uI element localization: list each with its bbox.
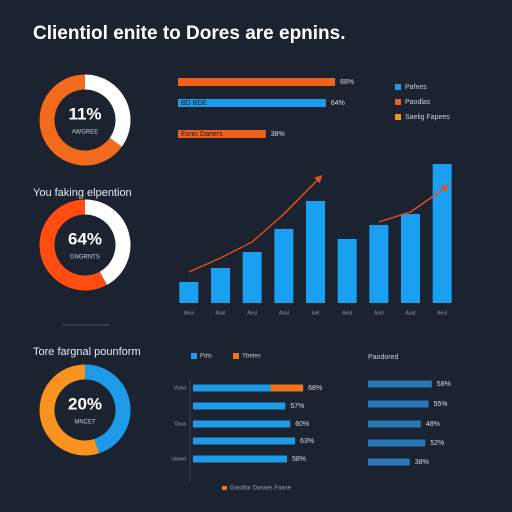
donut-segment (84, 364, 131, 454)
category-label: Vocid (174, 385, 186, 391)
value-label: 63% (300, 438, 314, 445)
x-tick-label: Aeul (247, 310, 257, 316)
donut-center-label: 64% (68, 229, 102, 248)
legend-swatch (395, 114, 401, 120)
trend-arrow (410, 184, 450, 213)
donut-center-sublabel: MNCET (74, 420, 96, 426)
value-label: 60% (295, 421, 309, 428)
x-tick-label: Aual (405, 310, 415, 316)
x-tick-label: Aoal (279, 310, 289, 316)
legend-swatch (233, 353, 239, 359)
legend-label: Ybetes (242, 354, 261, 360)
bar (401, 214, 420, 303)
bar (306, 201, 325, 303)
value-label: 38% (415, 459, 429, 466)
legend-swatch (395, 99, 401, 105)
value-label: 68% (308, 385, 322, 392)
bar (274, 229, 294, 303)
page-title: Clientiol enite to Dores are epnins. (33, 23, 346, 44)
value-label: 58% (437, 381, 451, 388)
bar (368, 420, 421, 428)
x-tick-label: Aeul (184, 310, 194, 316)
bar (193, 420, 291, 428)
bar (368, 400, 429, 408)
bar (211, 268, 230, 303)
section-heading: Tore fargnal pounform (33, 346, 141, 358)
donut-segment (84, 199, 131, 285)
axis-label-swatch (222, 486, 227, 490)
donut-center-label: 11% (68, 104, 101, 123)
bar (178, 78, 336, 86)
donut-segment (39, 74, 122, 166)
trend-arrow (283, 174, 323, 215)
category-label: Uaoed (171, 456, 186, 462)
legend-label: Pafnes (405, 84, 427, 91)
x-tick-label: luel (312, 310, 320, 316)
value-label: 38% (271, 131, 285, 138)
legend-label: Saelig Fapees (405, 114, 450, 121)
donut-center-sublabel: AWGREE (72, 130, 98, 136)
bar (337, 239, 357, 303)
section-heading: You faking elpention (33, 187, 132, 199)
category-label: Osos (174, 421, 186, 427)
category-label: BD BDE (181, 100, 207, 107)
x-tick-label: Aaal (215, 310, 225, 316)
value-label: 57% (290, 403, 304, 410)
category-label: Exnic Daners (181, 131, 223, 138)
value-label: 68% (340, 79, 354, 86)
x-tick-label: Aeul (437, 310, 447, 316)
value-label: 52% (430, 440, 444, 447)
value-label: 64% (331, 100, 345, 107)
bar (193, 384, 271, 392)
x-axis-label: Gasdlor Dasses Faase (230, 486, 292, 492)
bar (369, 225, 389, 303)
legend-swatch (395, 84, 401, 90)
value-label: 48% (426, 421, 440, 428)
bar (178, 130, 266, 138)
donut-center-label: 20% (68, 394, 102, 413)
bar (179, 282, 199, 303)
bar (193, 455, 287, 463)
legend-label: Paodlas (405, 99, 431, 106)
value-label: 55% (434, 401, 448, 408)
bar (368, 439, 426, 447)
donut-segment (39, 199, 107, 291)
chart-title: Paodored (368, 354, 398, 361)
bar (368, 380, 432, 388)
value-label: 58% (292, 456, 306, 463)
bar (432, 164, 452, 303)
bar (178, 99, 326, 107)
donut-segment (39, 364, 100, 456)
bar (242, 252, 262, 303)
x-tick-label: Ausl (374, 310, 384, 316)
bar (193, 402, 286, 410)
bar (193, 437, 296, 445)
x-tick-label: Aeal (342, 310, 352, 316)
donut-center-sublabel: DNGRNTS (70, 255, 100, 261)
legend-label: Pdts (200, 354, 212, 360)
donut-segment (84, 74, 131, 147)
bar (368, 458, 410, 466)
legend-swatch (191, 353, 197, 359)
